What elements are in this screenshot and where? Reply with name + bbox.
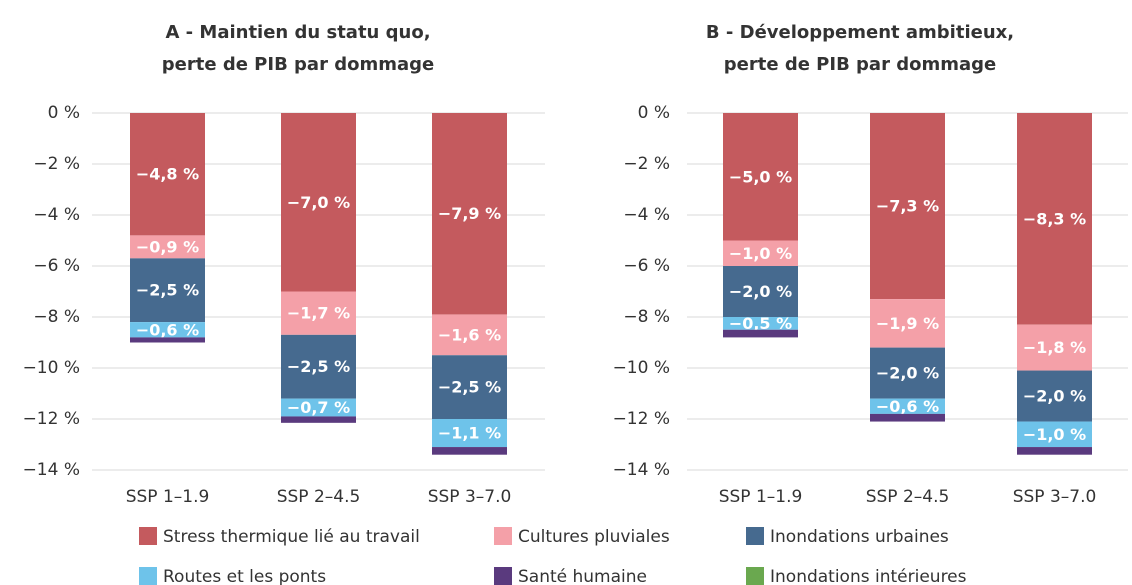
data-label: −1,6 % [438,325,501,344]
bar-segment [1017,421,1092,448]
bar-segment [723,113,798,241]
chart-title: B - Développement ambitieux, [706,22,1014,43]
legend-swatch [139,567,157,585]
bar-segment [432,419,507,448]
bar-segment [281,334,356,399]
chart-subtitle: perte de PIB par dommage [724,54,996,75]
y-tick-label: −8 % [623,307,670,327]
data-label: −1,9 % [876,314,939,333]
y-tick-label: −8 % [33,307,80,327]
bar-segment [723,266,798,317]
bar-segment [432,113,507,315]
data-label: −2,0 % [729,282,792,301]
legend-swatch [494,527,512,545]
y-tick-label: −14 % [23,460,80,480]
bar-segment [281,416,356,423]
x-tick-label: SSP 3–7.0 [1013,487,1097,507]
data-label: −2,5 % [287,357,350,376]
y-tick-label: 0 % [48,103,80,123]
chart-title: A - Maintien du statu quo, [165,22,430,43]
bar-segment [130,337,205,343]
y-tick-label: −2 % [623,154,670,174]
bar-segment [1017,113,1092,325]
bar-segment [432,355,507,419]
bar-segment [723,317,798,330]
bar-segment [870,347,945,399]
bar-segment [723,329,798,338]
bar-segment [870,299,945,348]
y-tick-label: −14 % [613,460,670,480]
bar-segment [1017,370,1092,422]
y-tick-label: 0 % [638,103,670,123]
y-tick-label: −4 % [623,205,670,225]
legend-swatch [746,527,764,545]
bar-segment [281,113,356,292]
legend-swatch [139,527,157,545]
legend-swatch [494,567,512,585]
data-label: −0,6 % [136,320,199,339]
chart-subtitle: perte de PIB par dommage [162,54,434,75]
legend-label: Santé humaine [518,567,647,585]
data-label: −0,6 % [876,397,939,416]
data-label: −2,0 % [1023,387,1086,406]
bar-segment [723,240,798,266]
data-label: −1,0 % [729,244,792,263]
bar-segment [281,291,356,335]
legend-label: Stress thermique lié au travail [163,527,420,547]
bar-segment [870,398,945,414]
data-label: −7,9 % [438,204,501,223]
data-label: −0,9 % [136,237,199,256]
bar-segment [1017,324,1092,371]
y-tick-label: −10 % [23,358,80,378]
bar-segment [432,314,507,356]
legend-label: Cultures pluviales [518,527,670,547]
bar-segment [870,413,945,422]
bar-segment [130,235,205,259]
y-tick-label: −10 % [613,358,670,378]
data-label: −2,5 % [136,281,199,300]
legend-label: Inondations intérieures [770,567,967,585]
bar-segment [281,398,356,417]
x-tick-label: SSP 2–4.5 [866,487,950,507]
data-label: −1,0 % [1023,425,1086,444]
x-tick-label: SSP 1–1.9 [719,487,803,507]
legend-swatch [746,567,764,585]
y-tick-label: −12 % [613,409,670,429]
x-tick-label: SSP 2–4.5 [277,487,361,507]
data-label: −2,0 % [876,364,939,383]
y-tick-label: −12 % [23,409,80,429]
legend-label: Routes et les ponts [163,567,326,585]
bar-segment [870,113,945,300]
bar-segment [432,447,507,455]
data-label: −5,0 % [729,167,792,186]
data-label: −7,3 % [876,197,939,216]
legend-label: Inondations urbaines [770,527,949,547]
data-label: −1,1 % [438,424,501,443]
data-label: −2,5 % [438,378,501,397]
y-tick-label: −6 % [623,256,670,276]
data-label: −8,3 % [1023,209,1086,228]
data-label: −0,5 % [729,314,792,333]
data-label: −4,8 % [136,165,199,184]
y-tick-label: −2 % [33,154,80,174]
bar-segment [130,258,205,323]
bar-segment [130,113,205,236]
data-label: −1,8 % [1023,338,1086,357]
y-tick-label: −6 % [33,256,80,276]
data-label: −0,7 % [287,398,350,417]
y-tick-label: −4 % [33,205,80,225]
bar-segment [130,322,205,338]
data-label: −7,0 % [287,193,350,212]
x-tick-label: SSP 1–1.9 [126,487,210,507]
bar-segment [1017,447,1092,455]
x-tick-label: SSP 3–7.0 [428,487,512,507]
data-label: −1,7 % [287,304,350,323]
